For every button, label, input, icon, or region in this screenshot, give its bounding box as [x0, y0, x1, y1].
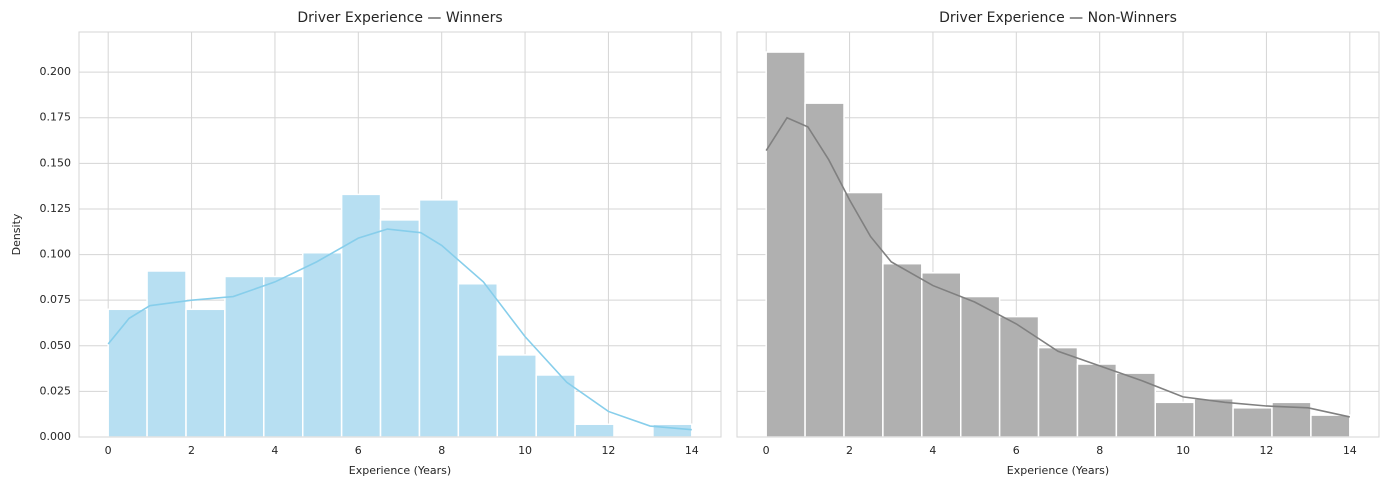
- kde-line: [107, 228, 692, 431]
- chart-title: Driver Experience — Winners: [297, 10, 502, 26]
- x-tick-label: 0: [763, 444, 770, 457]
- histogram-bar: [998, 315, 1040, 438]
- axes-frame: [78, 31, 722, 438]
- y-tick-label: 0.150: [40, 156, 72, 169]
- y-tick-label: 0.000: [40, 430, 72, 443]
- histogram-bar: [185, 308, 226, 438]
- histogram-bar: [921, 272, 962, 438]
- y-tick-label: 0.025: [40, 384, 72, 397]
- y-tick-label: 0.200: [40, 65, 72, 78]
- histogram-bar: [843, 191, 884, 438]
- histogram-bar: [263, 275, 304, 438]
- x-axis-label: Experience (Years): [1007, 464, 1109, 477]
- histogram-bar: [379, 219, 421, 438]
- histogram-bar: [959, 295, 1001, 438]
- y-axis-label: Density: [10, 213, 23, 255]
- x-tick-label: 8: [1096, 444, 1103, 457]
- x-tick-label: 12: [601, 444, 615, 457]
- y-tick-label: 0.075: [40, 293, 72, 306]
- histogram-bar: [146, 270, 187, 438]
- histogram-bar: [882, 262, 923, 438]
- x-tick-label: 8: [438, 444, 445, 457]
- x-tick-label: 6: [1013, 444, 1020, 457]
- histogram-bar: [340, 193, 382, 438]
- histogram-bar: [574, 423, 615, 438]
- x-tick-label: 10: [518, 444, 532, 457]
- y-tick-label: 0.175: [40, 111, 72, 124]
- histogram-bar: [1232, 407, 1273, 438]
- x-tick-label: 12: [1259, 444, 1273, 457]
- x-tick-label: 10: [1176, 444, 1190, 457]
- histogram-bar: [224, 275, 265, 438]
- x-tick-label: 2: [188, 444, 195, 457]
- x-tick-label: 14: [685, 444, 699, 457]
- axes-frame: [736, 31, 1380, 438]
- y-tick-label: 0.100: [40, 248, 72, 261]
- x-axis-label: Experience (Years): [349, 464, 451, 477]
- histogram-bar: [107, 308, 148, 438]
- histogram-bar: [765, 51, 806, 438]
- histogram-bar: [457, 283, 499, 438]
- histogram-bar: [301, 251, 343, 438]
- x-tick-label: 0: [105, 444, 112, 457]
- x-tick-label: 6: [355, 444, 362, 457]
- x-tick-label: 2: [846, 444, 853, 457]
- x-tick-label: 4: [271, 444, 278, 457]
- histogram-bar: [496, 354, 537, 438]
- x-tick-label: 4: [929, 444, 936, 457]
- x-tick-label: 14: [1343, 444, 1357, 457]
- histogram-bar: [1154, 401, 1195, 438]
- chart-title: Driver Experience — Non-Winners: [939, 10, 1177, 26]
- histogram-bar: [1310, 414, 1351, 438]
- histogram-bar: [1037, 346, 1079, 438]
- kde-line: [765, 116, 1350, 418]
- y-tick-label: 0.050: [40, 339, 72, 352]
- histogram-bar: [1115, 372, 1157, 438]
- histogram-bar: [418, 199, 460, 438]
- histogram-bar: [535, 374, 576, 438]
- histogram-bar: [1193, 397, 1234, 438]
- histogram-bar: [1076, 363, 1118, 438]
- y-tick-label: 0.125: [40, 202, 72, 215]
